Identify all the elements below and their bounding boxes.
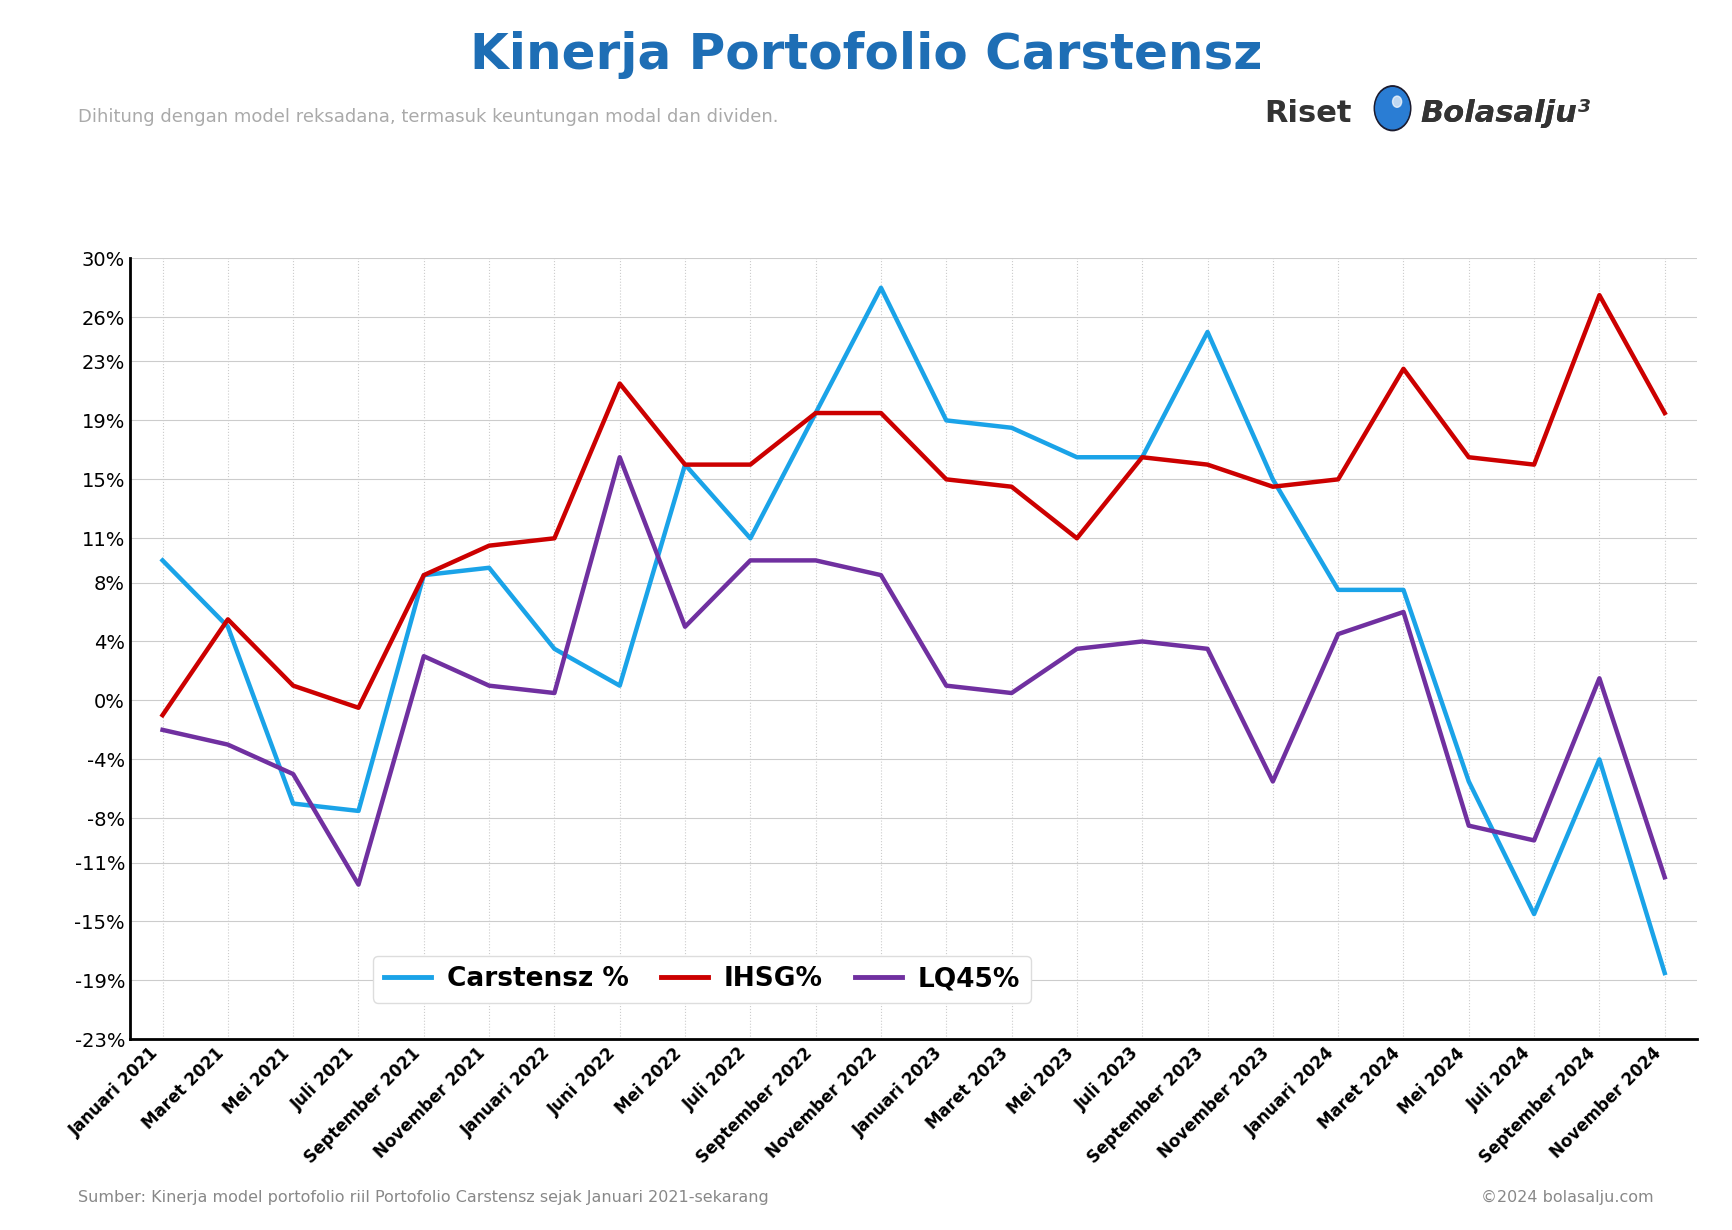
Text: ©2024 bolasalju.com: ©2024 bolasalju.com xyxy=(1481,1191,1654,1205)
Circle shape xyxy=(1373,86,1412,130)
Circle shape xyxy=(1375,87,1410,129)
Text: Riset: Riset xyxy=(1264,98,1353,128)
Text: Kinerja Portofolio Carstensz: Kinerja Portofolio Carstensz xyxy=(469,31,1263,79)
Text: Sumber: Kinerja model portofolio riil Portofolio Carstensz sejak Januari 2021-se: Sumber: Kinerja model portofolio riil Po… xyxy=(78,1191,769,1205)
Legend: Carstensz %, IHSG%, LQ45%: Carstensz %, IHSG%, LQ45% xyxy=(372,956,1031,1002)
Text: Bolasalju: Bolasalju xyxy=(1420,98,1578,128)
Text: Bolasalju³: Bolasalju³ xyxy=(1420,98,1590,128)
Circle shape xyxy=(1393,96,1401,107)
Text: Dihitung dengan model reksadana, termasuk keuntungan modal dan dividen.: Dihitung dengan model reksadana, termasu… xyxy=(78,108,778,127)
